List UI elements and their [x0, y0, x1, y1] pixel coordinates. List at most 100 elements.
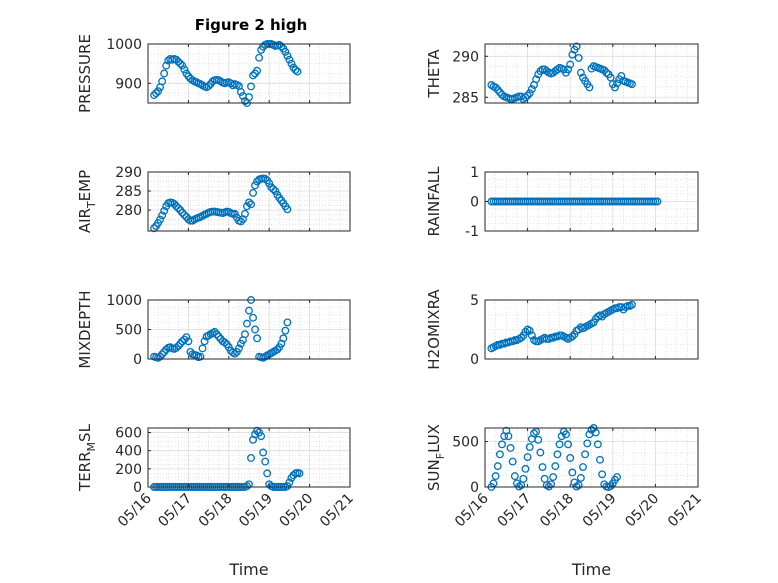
data-point: [279, 334, 288, 343]
data-point: [230, 209, 239, 218]
data-point: [538, 463, 547, 471]
y-tick-label: 900: [115, 76, 142, 92]
data-point: [259, 448, 268, 457]
data-point: [156, 352, 165, 361]
data-point: [525, 326, 534, 335]
data-point: [519, 474, 528, 483]
axes-background: [484, 299, 699, 360]
data-points: [487, 197, 662, 206]
data-points: [150, 296, 292, 362]
y-axis-label-subscript: M: [85, 442, 98, 452]
axes-frame: [484, 427, 699, 488]
subplot-2: 285 290 THETA: [425, 42, 699, 106]
data-point: [176, 59, 185, 68]
y-tick-label: 0: [470, 352, 479, 368]
y-axis-label-main: RAINFALL: [425, 166, 443, 237]
data-point: [593, 440, 602, 449]
data-point: [172, 55, 181, 64]
data-point: [495, 450, 504, 459]
y-axis-label: TERRMSL: [76, 423, 98, 492]
data-point: [549, 473, 558, 481]
x-tick-label: 05/17: [495, 491, 535, 531]
data-point: [255, 53, 264, 62]
data-point: [269, 185, 278, 194]
axes-frame: [147, 427, 351, 488]
y-axis-label-rest: EMP: [76, 170, 94, 201]
data-point: [564, 440, 573, 449]
data-point: [491, 83, 500, 92]
data-point: [581, 450, 590, 459]
y-axis-label-subscript: F: [434, 453, 447, 459]
data-point: [596, 455, 604, 464]
data-point: [150, 91, 159, 100]
data-point: [585, 83, 594, 92]
x-tick-label: 05/16: [115, 490, 155, 530]
y-axis-label: SUNFLUX: [425, 424, 447, 491]
data-point: [249, 71, 257, 80]
data-point: [174, 342, 183, 350]
data-point: [532, 75, 541, 84]
data-point: [245, 480, 253, 489]
data-point: [198, 344, 207, 353]
y-tick-label: 400: [115, 444, 142, 460]
x-tick-label: 05/19: [580, 491, 620, 531]
data-point: [253, 426, 262, 435]
data-point: [487, 81, 496, 89]
data-point: [243, 482, 251, 491]
data-point: [574, 53, 583, 62]
data-point: [553, 450, 562, 459]
data-point: [283, 51, 292, 60]
data-point: [277, 42, 286, 51]
data-point: [295, 469, 304, 478]
data-point: [220, 338, 229, 347]
data-point: [493, 462, 502, 471]
data-point: [251, 181, 260, 190]
data-point: [184, 337, 193, 346]
y-axis-label-main: THETA: [425, 49, 443, 99]
data-point: [182, 333, 191, 342]
data-point: [523, 453, 532, 461]
data-point: [261, 174, 270, 183]
data-point: [536, 448, 545, 457]
data-point: [521, 327, 530, 336]
data-point: [180, 211, 189, 219]
data-point: [576, 473, 585, 482]
y-tick-label: 500: [115, 323, 142, 339]
data-point: [572, 42, 581, 51]
y-tick-label: 0: [133, 352, 142, 368]
data-point: [247, 200, 255, 209]
data-point: [495, 88, 504, 97]
data-point: [249, 188, 257, 197]
data-point: [174, 57, 183, 66]
data-point: [245, 93, 253, 102]
data-point: [508, 457, 517, 466]
data-point: [534, 435, 543, 444]
data-point: [576, 68, 585, 77]
y-axis-label-subscript: T: [85, 201, 98, 209]
y-tick-label: 1000: [106, 293, 142, 309]
data-point: [234, 344, 243, 353]
data-point: [591, 428, 600, 437]
data-point: [241, 97, 249, 105]
y-axis-label-main: SUN: [425, 459, 443, 491]
data-point: [160, 347, 169, 356]
data-point: [566, 60, 575, 69]
data-point: [289, 63, 298, 72]
data-point: [204, 82, 213, 91]
data-point: [214, 332, 223, 341]
data-point: [579, 463, 587, 471]
data-point: [160, 206, 169, 215]
data-point: [551, 462, 560, 471]
x-tick-label: 05/21: [317, 491, 357, 531]
data-point: [283, 318, 292, 327]
y-axis-label-main: TERR: [76, 451, 94, 492]
data-point: [249, 313, 257, 322]
subplot-4: -1 0 1 RAINFALL: [425, 165, 699, 240]
data-point: [230, 349, 239, 358]
y-tick-label: 1: [470, 165, 479, 181]
data-point: [506, 444, 515, 452]
x-tick-label: 05/18: [196, 491, 236, 531]
